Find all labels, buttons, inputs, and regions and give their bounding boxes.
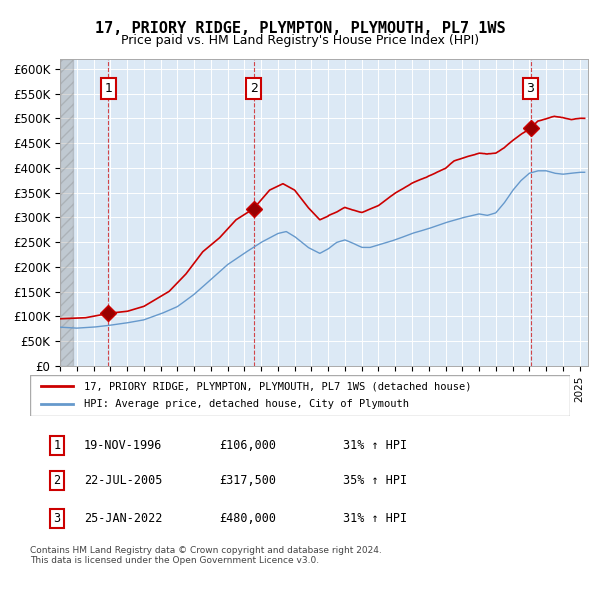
Text: 19-NOV-1996: 19-NOV-1996 [84, 439, 163, 452]
Text: 31% ↑ HPI: 31% ↑ HPI [343, 512, 407, 525]
Text: 35% ↑ HPI: 35% ↑ HPI [343, 474, 407, 487]
Text: 22-JUL-2005: 22-JUL-2005 [84, 474, 163, 487]
Text: 3: 3 [527, 82, 535, 95]
Text: Price paid vs. HM Land Registry's House Price Index (HPI): Price paid vs. HM Land Registry's House … [121, 34, 479, 47]
Text: 1: 1 [104, 82, 112, 95]
Text: 1: 1 [53, 439, 61, 452]
Text: 17, PRIORY RIDGE, PLYMPTON, PLYMOUTH, PL7 1WS (detached house): 17, PRIORY RIDGE, PLYMPTON, PLYMOUTH, PL… [84, 381, 472, 391]
Text: £317,500: £317,500 [219, 474, 276, 487]
Text: HPI: Average price, detached house, City of Plymouth: HPI: Average price, detached house, City… [84, 399, 409, 409]
Bar [60, 59, 73, 366]
Text: 31% ↑ HPI: 31% ↑ HPI [343, 439, 407, 452]
FancyBboxPatch shape [30, 375, 570, 416]
Text: 25-JAN-2022: 25-JAN-2022 [84, 512, 163, 525]
Text: £480,000: £480,000 [219, 512, 276, 525]
Text: 2: 2 [53, 474, 61, 487]
Text: 17, PRIORY RIDGE, PLYMPTON, PLYMOUTH, PL7 1WS: 17, PRIORY RIDGE, PLYMPTON, PLYMOUTH, PL… [95, 21, 505, 35]
Text: 3: 3 [53, 512, 61, 525]
Text: £106,000: £106,000 [219, 439, 276, 452]
Text: 2: 2 [250, 82, 257, 95]
Text: Contains HM Land Registry data © Crown copyright and database right 2024.
This d: Contains HM Land Registry data © Crown c… [30, 546, 382, 565]
